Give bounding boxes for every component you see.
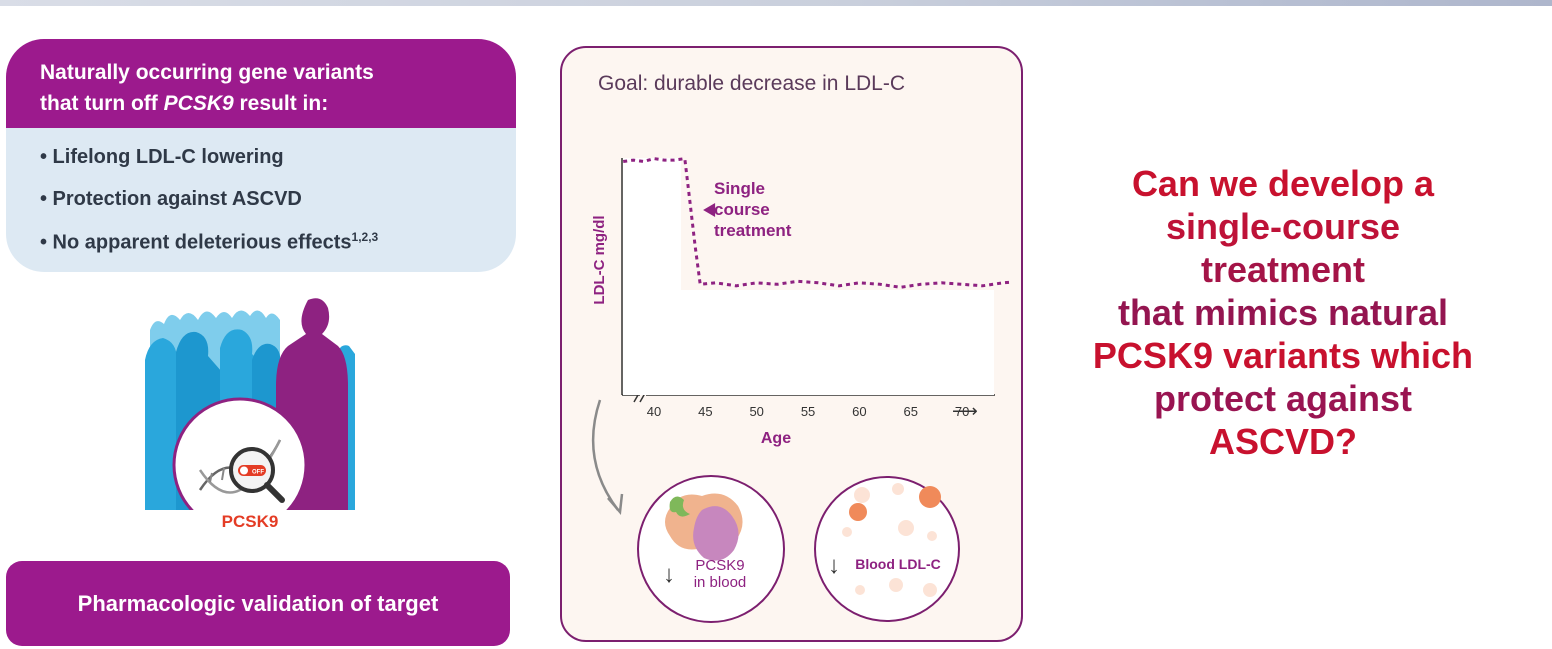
question-line-3: treatment: [1200, 249, 1366, 290]
pcsk9-badge: OFF: [172, 397, 308, 510]
reference-superscript: 1,2,3: [351, 230, 379, 244]
research-question: Can we develop a single-course treatment…: [1040, 162, 1526, 463]
variants-header: Naturally occurring gene variants that t…: [6, 39, 516, 128]
pcsk9-badge-label: PCSK9: [221, 512, 279, 531]
header-gene: PCSK9: [163, 92, 234, 115]
ldl-over-age-chart: LDL-C mg/dl 40 45 50 55 60 65 70 ⟶ Age Single …: [591, 156, 1010, 447]
ldl-particles-icon: [842, 483, 941, 597]
magnifying-glass-icon: OFF: [229, 447, 285, 503]
validation-label: Pharmacologic validation of target: [77, 591, 439, 616]
chart-plot-area: [676, 290, 994, 395]
pcsk9-blood-circle: ↓ PCSK9 in blood: [637, 475, 785, 623]
x-tick-label: 70: [955, 404, 969, 419]
pcsk9-protein-icon: [665, 493, 743, 561]
bullet-ascvd-protection: • Protection against ASCVD: [40, 188, 302, 210]
pcsk9-blood-label-2: in blood: [694, 574, 747, 591]
validation-banner: Pharmacologic validation of target: [6, 561, 510, 646]
x-tick-labels: 40 45 50 55 60 65 70: [647, 404, 970, 419]
ldl-series-line: [622, 156, 1010, 289]
x-tick-label: 55: [801, 404, 815, 419]
blood-effects-illustration: ↓ PCSK9 in blood ↓ Blood LDL-C: [591, 399, 960, 623]
goal-title: Goal: durable decrease in LDL-C: [598, 72, 906, 95]
curved-arrow-icon: [591, 399, 619, 511]
x-axis-arrow: ⟶: [952, 401, 978, 421]
x-tick-label: 65: [904, 404, 918, 419]
question-line-2: single-course: [1165, 206, 1401, 247]
down-arrow-icon: ↓: [663, 561, 675, 588]
x-tick-label: 60: [852, 404, 866, 419]
annotation-line-3: treatment: [714, 221, 792, 240]
bullet-lifelong-lowering: • Lifelong LDL-C lowering: [40, 146, 284, 168]
chart-xlabel: Age: [761, 430, 791, 447]
down-arrow-icon: ↓: [828, 552, 840, 579]
question-line-1: Can we develop a: [1131, 163, 1435, 204]
question-line-5: PCSK9 variants which: [1092, 335, 1474, 376]
annotation-arrow-icon: [703, 203, 716, 217]
x-tick-label: 45: [698, 404, 712, 419]
population-crowd-illustration: OFF: [145, 298, 355, 510]
annotation-line-2: course: [714, 200, 770, 219]
variant-effects-list: • Lifelong LDL-C lowering • Protection a…: [6, 128, 516, 272]
x-tick-label: 40: [647, 404, 661, 419]
annotation-line-1: Single: [714, 179, 765, 198]
ldl-blood-circle: ↓ Blood LDL-C: [814, 476, 960, 622]
off-switch-label: OFF: [252, 470, 264, 476]
bullet-text: • No apparent deleterious effects: [40, 231, 352, 254]
header-suffix: result in:: [233, 92, 329, 115]
pcsk9-blood-label-1: PCSK9: [695, 557, 744, 574]
top-decorative-stripe: [0, 0, 1552, 6]
ldl-blood-label: Blood LDL-C: [855, 556, 941, 572]
header-prefix: that turn off: [40, 92, 164, 115]
x-tick-label: 50: [749, 404, 763, 419]
question-line-7: ASCVD?: [1208, 421, 1357, 462]
question-line-4: that mimics natural: [1117, 292, 1449, 333]
bullet-no-deleterious: • No apparent deleterious effects1,2,3: [40, 230, 378, 255]
variants-header-line2: that turn off PCSK9 result in:: [40, 92, 328, 116]
chart-plot-area-left: [623, 158, 681, 395]
question-line-6: protect against: [1153, 378, 1413, 419]
variants-header-line1: Naturally occurring gene variants: [40, 61, 374, 84]
chart-ylabel: LDL-C mg/dl: [591, 215, 608, 304]
